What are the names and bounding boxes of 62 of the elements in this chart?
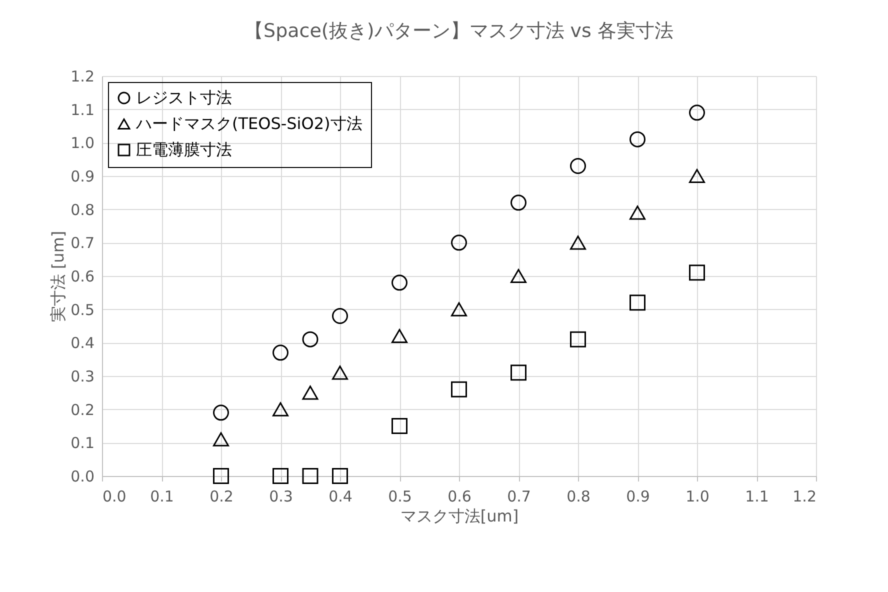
- point: [213, 432, 229, 446]
- y-tick-label: 0.0: [70, 468, 94, 486]
- point: [392, 328, 408, 344]
- x-tick-label: 0.7: [507, 488, 531, 506]
- y-tick-label: 0.5: [70, 300, 94, 319]
- point: [510, 364, 526, 381]
- point: [302, 468, 318, 484]
- y-tick-label: 0.7: [70, 234, 94, 252]
- y-tick-label: 0.4: [70, 334, 94, 352]
- point: [570, 236, 586, 250]
- point: [630, 294, 646, 311]
- x-tick-label: 0.1: [150, 488, 174, 506]
- point: [272, 468, 288, 484]
- x-tick-label: 0.8: [566, 488, 590, 506]
- y-tick-label: 0.1: [70, 434, 94, 452]
- point: [392, 274, 408, 291]
- point: [332, 308, 348, 324]
- x-tick-label: 0.6: [448, 488, 472, 506]
- legend-label: 圧電薄膜寸法: [136, 140, 232, 159]
- point: [630, 206, 646, 220]
- x-tick-label: 0.5: [388, 488, 412, 506]
- y-tick-label: 1.0: [70, 134, 94, 152]
- y-tick-label: 1.2: [70, 68, 94, 86]
- y-tick-label: 0.9: [70, 168, 94, 186]
- x-tick-label: 1.0: [686, 488, 710, 506]
- y-tick-label: 0.2: [70, 400, 94, 419]
- x-tick-label: 0.0: [102, 488, 126, 506]
- point: [451, 302, 467, 316]
- point: [451, 234, 467, 251]
- point: [570, 158, 586, 174]
- y-tick-label: 0.8: [70, 200, 94, 219]
- x-tick-label: 0.2: [210, 488, 234, 506]
- point: [272, 344, 288, 361]
- point: [689, 264, 705, 281]
- chart-title: 【Space(抜き)パターン】マスク寸法 vs 各実寸法: [244, 20, 674, 42]
- point: [302, 386, 318, 400]
- point: [332, 468, 348, 484]
- x-axis-title: マスク寸法[um]: [400, 506, 519, 526]
- point: [332, 366, 348, 380]
- point: [510, 194, 526, 211]
- point: [510, 268, 526, 284]
- x-tick-label: 0.9: [626, 488, 650, 506]
- x-tick-label: 1.2: [792, 488, 816, 506]
- y-tick-label: 0.6: [70, 268, 94, 286]
- legend-label: レジスト寸法: [136, 88, 232, 107]
- point: [451, 381, 467, 398]
- point: [570, 331, 586, 348]
- point: [213, 404, 229, 421]
- y-tick-label: 0.3: [70, 368, 94, 386]
- legend-label: ハードマスク(TEOS-SiO2)寸法: [135, 114, 362, 133]
- x-tick-label: 0.4: [328, 488, 352, 506]
- point: [689, 168, 705, 184]
- point: [302, 331, 318, 348]
- point: [689, 104, 705, 121]
- point: [272, 402, 288, 416]
- point: [630, 131, 646, 148]
- point: [213, 468, 229, 484]
- point: [392, 418, 408, 434]
- x-tick-label: 0.3: [269, 488, 293, 506]
- x-tick-label: 1.1: [745, 488, 769, 506]
- y-tick-label: 1.1: [70, 100, 94, 119]
- y-axis-title: 実寸法 [um]: [48, 230, 68, 322]
